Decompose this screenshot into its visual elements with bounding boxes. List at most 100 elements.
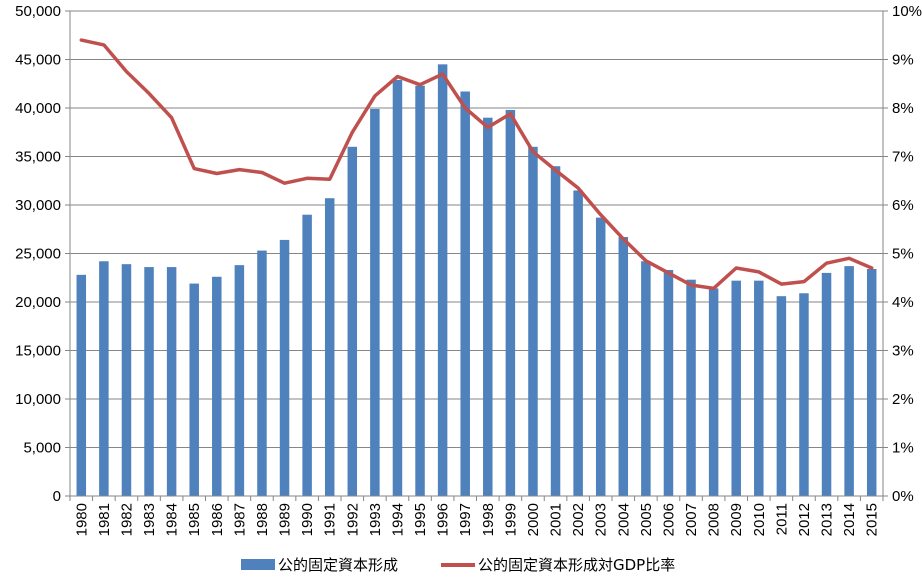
x-axis-tick-label: 1984: [164, 503, 181, 536]
x-axis-tick-label: 2001: [548, 503, 565, 536]
left-axis-tick-label: 30,000: [15, 197, 61, 214]
x-axis-tick-label: 1993: [367, 503, 384, 536]
x-axis-tick-label: 2007: [683, 503, 700, 536]
right-axis-tick-label: 4%: [892, 294, 914, 311]
legend-bar-label: 公的固定資本形成: [278, 556, 398, 574]
x-axis-tick-label: 2005: [638, 503, 655, 536]
x-axis-tick-label: 2012: [796, 503, 813, 536]
x-axis-tick-label: 1998: [480, 503, 497, 536]
bar-2012: [799, 293, 809, 496]
bar-2003: [595, 217, 606, 497]
bar-1989: [279, 239, 290, 497]
left-axis-tick-label: 15,000: [15, 343, 61, 360]
legend-line-label: 公的固定資本形成対GDP比率: [478, 556, 675, 574]
bar-1983: [144, 267, 154, 496]
bar-2010: [754, 280, 764, 496]
x-axis-tick-label: 2002: [570, 503, 587, 536]
right-axis-tick-label: 3%: [892, 343, 914, 360]
left-axis-tick-label: 5,000: [23, 440, 61, 457]
right-axis-tick-label: 8%: [892, 100, 914, 117]
x-axis-tick-label: 2009: [728, 503, 745, 536]
x-axis-tick-label: 2006: [660, 503, 677, 536]
bar-2005: [641, 261, 651, 496]
x-axis-tick-label: 2015: [864, 503, 881, 536]
left-axis-tick-label: 40,000: [15, 100, 61, 117]
bar-1985: [189, 283, 199, 496]
x-axis-tick-label: 2004: [615, 503, 632, 536]
left-axis-tick-label: 45,000: [15, 52, 61, 69]
gridlines: [70, 10, 883, 448]
left-axis-tick-label: 25,000: [15, 246, 61, 263]
legend: 公的固定資本形成 公的固定資本形成対GDP比率: [241, 556, 675, 574]
bar-2006: [663, 269, 674, 496]
right-axis-tick-label: 1%: [892, 440, 914, 457]
legend-bar-swatch: [241, 559, 275, 570]
left-axis-tick-label: 10,000: [15, 391, 61, 408]
right-axis-tick-label: 2%: [892, 391, 914, 408]
right-axis-tick-label: 9%: [892, 52, 914, 69]
x-axis-tick-label: 2000: [525, 503, 542, 536]
x-axis-tick-label: 2003: [593, 503, 610, 536]
bar-1982: [121, 264, 132, 496]
bar-2009: [731, 280, 741, 496]
bar-2002: [573, 190, 583, 496]
bar-1987: [234, 265, 245, 496]
bar-2008: [708, 288, 719, 496]
x-axis-tick-label: 2010: [751, 503, 768, 536]
x-axis-tick-label: 1989: [277, 503, 294, 536]
x-axis-tick-label: 1981: [96, 503, 113, 536]
right-axis-tick-label: 6%: [892, 197, 914, 214]
x-axis-tick-label: 1996: [435, 503, 452, 536]
x-axis-tick-label: 2013: [819, 503, 836, 536]
left-axis-tick-label: 35,000: [15, 149, 61, 166]
bar-1994: [392, 79, 403, 497]
x-axis-tick-label: 1987: [231, 503, 248, 536]
x-axis-tick-label: 1980: [73, 503, 90, 536]
x-axis-tick-label: 1994: [389, 503, 406, 536]
bar-1997: [460, 91, 470, 496]
left-axis-tick-label: 20,000: [15, 294, 61, 311]
bar-1991: [324, 198, 335, 496]
left-axis-tick-label: 50,000: [15, 3, 61, 20]
x-axis-tick-label: 1990: [299, 503, 316, 536]
bar-1988: [257, 250, 267, 496]
bar-1990: [302, 214, 312, 496]
bar-2000: [528, 146, 538, 497]
bar-2007: [686, 279, 696, 496]
bar-1992: [347, 146, 358, 497]
x-axis-tick-label: 2011: [773, 503, 790, 535]
right-axis-tick-label: 7%: [892, 149, 914, 166]
left-axis-tick-label: 0: [53, 488, 61, 505]
x-axis-tick-label: 1985: [186, 503, 203, 536]
x-axis-tick-label: 2008: [706, 503, 723, 536]
bar-1998: [483, 117, 493, 496]
bar-1996: [437, 64, 448, 496]
bar-1995: [415, 85, 425, 496]
x-axis-tick-label: 1986: [209, 503, 226, 536]
bar-2014: [844, 266, 854, 496]
bar-2013: [821, 272, 832, 496]
bar-2011: [776, 296, 787, 496]
bar-1999: [505, 109, 516, 496]
bar-series: [76, 64, 877, 497]
x-axis-tick-label: 1992: [344, 503, 361, 536]
ratio-line: [79, 38, 874, 291]
x-axis-tick-label: 1999: [502, 503, 519, 536]
x-axis-tick-label: 1991: [322, 503, 339, 536]
x-axis-tick-label: 1995: [412, 503, 429, 536]
bar-1993: [370, 108, 380, 496]
right-axis-tick-label: 5%: [892, 246, 914, 263]
right-axis-tick-label: 10%: [892, 3, 922, 20]
bar-1981: [99, 261, 109, 496]
bar-1984: [166, 267, 177, 496]
right-axis-tick-label: 0%: [892, 488, 914, 505]
x-axis-tick-label: 1983: [141, 503, 158, 536]
bar-2004: [618, 237, 629, 496]
x-axis-tick-label: 1997: [457, 503, 474, 536]
line-series: [79, 38, 874, 291]
bar-2015: [866, 269, 877, 496]
bar-1986: [212, 276, 222, 496]
x-axis-tick-label: 2014: [841, 503, 858, 536]
